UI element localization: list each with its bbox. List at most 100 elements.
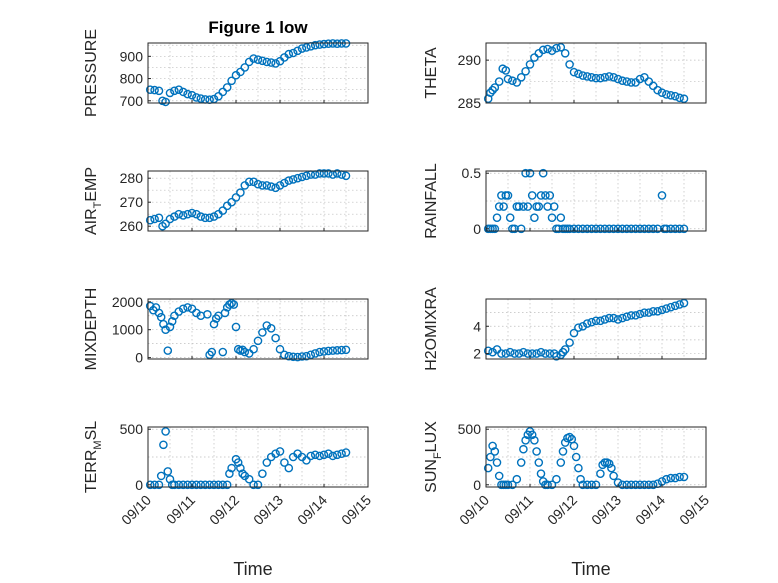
data-point	[262, 458, 272, 467]
data-point	[203, 310, 212, 319]
data-point	[525, 60, 535, 69]
data-point	[648, 81, 658, 91]
data-point	[341, 171, 351, 181]
data-point	[253, 480, 263, 490]
data-point	[302, 456, 311, 465]
data-point	[302, 43, 311, 52]
data-point	[657, 191, 667, 200]
y-axis-label-subscript: F	[432, 452, 444, 459]
data-point	[174, 209, 184, 219]
data-point	[530, 436, 539, 445]
data-point	[521, 66, 530, 76]
y-tick-label: 0	[473, 221, 481, 237]
data-point	[591, 73, 601, 83]
data-point	[527, 349, 537, 358]
data-point	[220, 308, 230, 318]
y-axis-label-main: TERR	[83, 450, 100, 494]
data-point	[229, 300, 239, 309]
y-axis-label-main: PRESSURE	[83, 29, 100, 117]
data-point	[244, 177, 254, 187]
data-point	[249, 54, 258, 63]
data-point	[532, 447, 541, 456]
data-point	[582, 224, 592, 234]
x-tick-label: 09/13	[588, 492, 624, 528]
data-point	[324, 39, 333, 48]
data-point	[666, 224, 676, 234]
data-point	[556, 458, 566, 467]
data-point	[644, 224, 654, 234]
y-axis-label-main: MIXDEPTH	[83, 288, 100, 371]
data-point	[640, 72, 649, 82]
data-point	[508, 480, 517, 490]
data-point	[337, 345, 346, 355]
data-point	[512, 474, 522, 484]
data-point	[196, 94, 206, 103]
data-point	[635, 224, 645, 234]
data-point	[178, 211, 188, 220]
data-point	[547, 213, 557, 222]
data-point	[209, 319, 219, 329]
panel-air_temp: 260 270 280 AIRTEMP	[83, 167, 369, 235]
data-point	[174, 85, 184, 94]
data-point	[591, 480, 601, 490]
data-point	[227, 197, 236, 207]
data-point	[240, 347, 250, 357]
data-point	[483, 463, 493, 473]
data-point	[578, 224, 588, 234]
data-point	[679, 224, 689, 234]
data-point	[538, 168, 548, 178]
data-point	[653, 306, 662, 316]
data-point	[596, 316, 605, 326]
data-point	[225, 469, 234, 478]
data-point	[297, 44, 307, 53]
data-point	[675, 300, 684, 309]
x-tick-label: 09/14	[294, 492, 330, 528]
data-point	[521, 436, 530, 445]
data-point	[328, 346, 338, 355]
data-point	[238, 345, 247, 355]
data-point	[306, 451, 316, 461]
data-point	[297, 172, 307, 182]
data-point	[319, 450, 329, 460]
data-point	[508, 76, 517, 86]
axes-box	[147, 42, 369, 104]
data-point	[328, 451, 338, 461]
data-point	[569, 328, 579, 338]
data-point	[319, 39, 329, 49]
data-point	[613, 74, 623, 84]
data-point	[293, 173, 302, 183]
data-point	[519, 347, 528, 357]
data-point	[574, 69, 583, 79]
data-point	[516, 458, 526, 467]
data-point	[205, 213, 214, 223]
data-point	[523, 349, 533, 358]
data-point	[302, 171, 311, 181]
data-point	[525, 168, 535, 178]
data-point	[284, 463, 294, 473]
y-tick-label: 280	[120, 170, 144, 186]
data-point	[218, 206, 228, 215]
y-axis-label: SUNFLUX	[423, 421, 444, 493]
data-point	[293, 352, 302, 362]
data-point	[675, 472, 684, 482]
data-point	[490, 83, 500, 92]
y-axis-label: THETA	[423, 47, 440, 99]
y-tick-label: 0.5	[462, 165, 482, 181]
panel-mixdepth: 0 1000 2000 MIXDEPTH	[83, 288, 369, 371]
data-point	[159, 440, 168, 450]
y-tick-label: 290	[458, 52, 482, 68]
data-point	[582, 319, 592, 328]
data-point	[547, 46, 557, 56]
data-point	[275, 344, 285, 354]
data-point	[258, 328, 267, 337]
data-point	[315, 169, 324, 178]
data-point	[552, 43, 561, 53]
data-point	[547, 480, 557, 490]
data-point	[666, 90, 676, 100]
data-point	[187, 90, 197, 100]
data-point	[214, 92, 223, 101]
y-tick-label: 270	[120, 194, 144, 210]
data-point	[503, 191, 513, 200]
data-point	[640, 308, 649, 317]
data-point	[675, 224, 684, 234]
